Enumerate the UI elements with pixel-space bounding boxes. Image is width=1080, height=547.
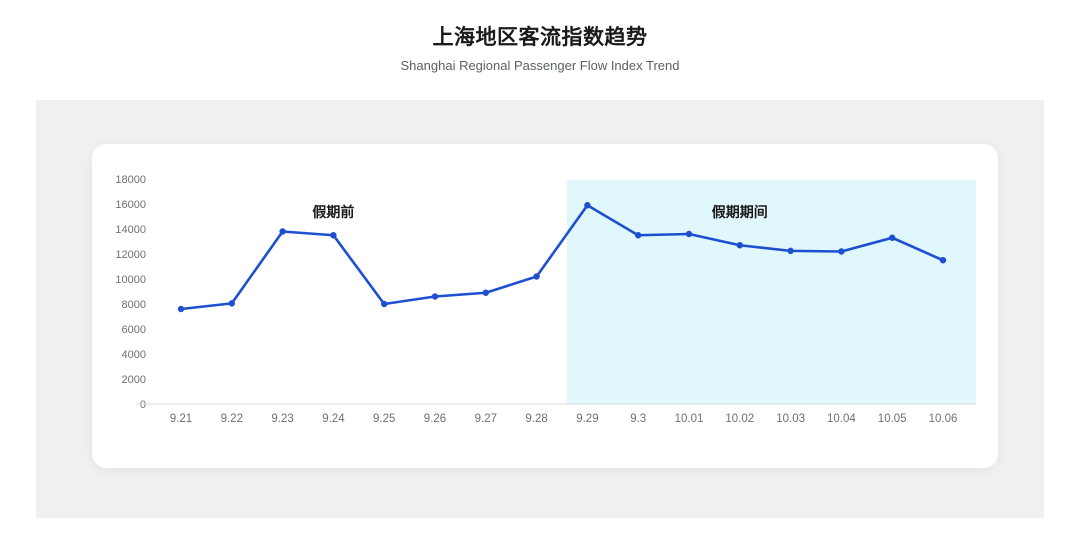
chart-header: 上海地区客流指数趋势 Shanghai Regional Passenger F… [0, 24, 1080, 75]
page-subtitle: Shanghai Regional Passenger Flow Index T… [400, 58, 680, 73]
chart-card [92, 144, 998, 468]
page-title: 上海地区客流指数趋势 [432, 26, 648, 49]
